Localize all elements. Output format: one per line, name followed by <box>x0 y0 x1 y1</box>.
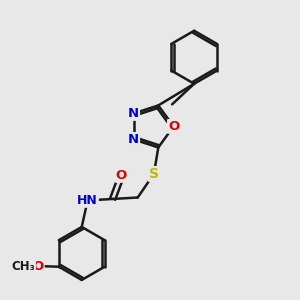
Text: O: O <box>33 260 44 273</box>
Text: O: O <box>168 120 179 133</box>
Text: HN: HN <box>77 194 98 207</box>
Text: N: N <box>128 133 139 146</box>
Text: O: O <box>116 169 127 182</box>
Text: S: S <box>149 167 159 181</box>
Text: N: N <box>128 107 139 120</box>
Text: CH₃: CH₃ <box>12 260 35 273</box>
